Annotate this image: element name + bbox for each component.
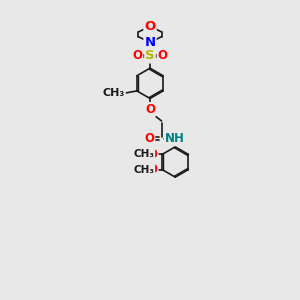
Text: O: O bbox=[148, 163, 158, 176]
Text: O: O bbox=[148, 148, 158, 161]
Text: CH₃: CH₃ bbox=[103, 88, 125, 98]
Text: O: O bbox=[132, 50, 142, 62]
Text: S: S bbox=[145, 50, 155, 62]
Text: O: O bbox=[158, 50, 168, 62]
Text: CH₃: CH₃ bbox=[133, 165, 154, 175]
Text: O: O bbox=[144, 132, 154, 146]
Text: N: N bbox=[144, 36, 156, 49]
Text: NH: NH bbox=[165, 132, 184, 146]
Text: O: O bbox=[145, 103, 155, 116]
Text: CH₃: CH₃ bbox=[133, 149, 154, 159]
Text: O: O bbox=[144, 20, 156, 33]
